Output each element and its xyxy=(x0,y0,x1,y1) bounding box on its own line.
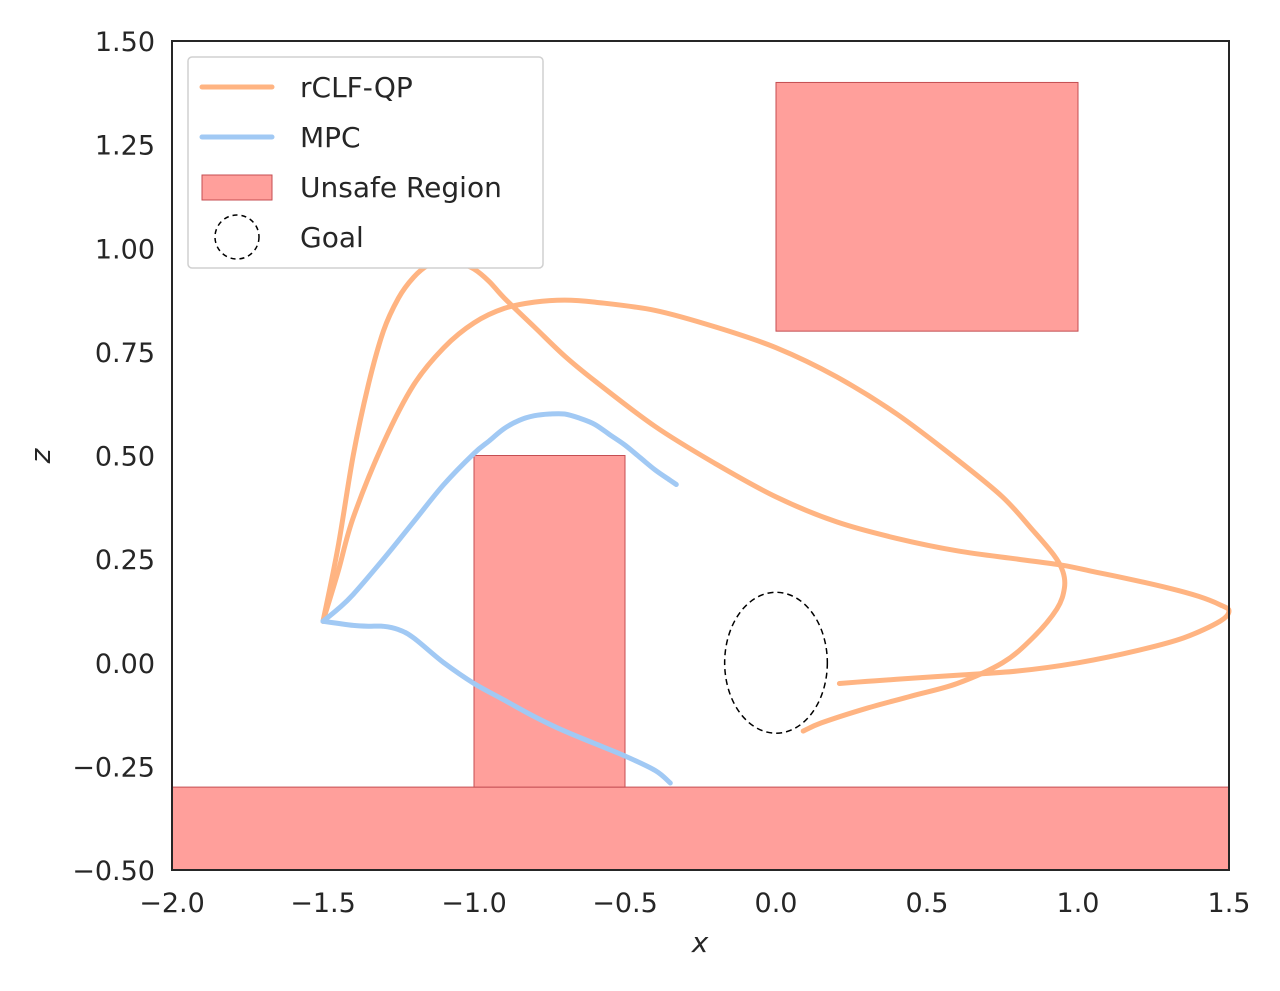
plot-frame xyxy=(171,40,1230,871)
y-tick-label: 0.00 xyxy=(95,649,155,680)
x-tick-label: −1.0 xyxy=(441,888,507,919)
x-tick-label: 0.0 xyxy=(755,888,798,919)
x-tick-labels: −2.0 −1.5 −1.0 −0.5 0.0 0.5 1.0 1.5 xyxy=(139,888,1250,919)
series-line-rclf-qp-0 xyxy=(320,258,1232,686)
legend-label-rclf-qp: rCLF-QP xyxy=(300,71,413,104)
y-tick-label: −0.25 xyxy=(72,752,155,783)
unsafe-regions xyxy=(171,81,1230,871)
goal-layer xyxy=(723,591,829,734)
unsafe-region-1 xyxy=(473,455,626,788)
series-line-mpc-2 xyxy=(320,411,679,624)
y-tick-label: 1.00 xyxy=(95,234,155,265)
legend-swatch-unsafe-region xyxy=(201,174,273,201)
x-tick-label: −2.0 xyxy=(139,888,205,919)
x-tick-label: 0.5 xyxy=(906,888,949,919)
series-line-mpc-3 xyxy=(320,618,673,786)
legend-label-unsafe-region: Unsafe Region xyxy=(300,171,502,204)
y-tick-label: 0.75 xyxy=(95,338,155,369)
legend-label-goal: Goal xyxy=(300,221,364,254)
x-tick-label: 1.0 xyxy=(1057,888,1100,919)
y-tick-label: 0.25 xyxy=(95,545,155,576)
y-tick-labels: −0.50 −0.25 0.00 0.25 0.50 0.75 1.00 1.25 1.50 xyxy=(72,27,155,887)
x-axis-label: x xyxy=(691,926,709,959)
unsafe-region-2 xyxy=(775,81,1079,332)
legend: rCLF-QP MPC Unsafe Region Goal xyxy=(187,56,544,269)
y-tick-label: 1.50 xyxy=(95,27,155,58)
x-tick-label: −1.5 xyxy=(290,888,356,919)
series-line-rclf-qp-1 xyxy=(320,297,1068,734)
series-layer xyxy=(320,258,1232,786)
x-tick-label: −0.5 xyxy=(592,888,658,919)
legend-box xyxy=(187,56,544,269)
unsafe-region-0 xyxy=(171,786,1230,871)
legend-label-mpc: MPC xyxy=(300,121,361,154)
goal-circle xyxy=(723,591,829,734)
x-tick-label: 1.5 xyxy=(1208,888,1251,919)
legend-swatch-goal xyxy=(214,214,260,260)
y-tick-label: 0.50 xyxy=(95,442,155,473)
y-tick-label: 1.25 xyxy=(95,131,155,162)
y-axis-label: z xyxy=(24,447,57,464)
y-tick-label: −0.50 xyxy=(72,856,155,887)
